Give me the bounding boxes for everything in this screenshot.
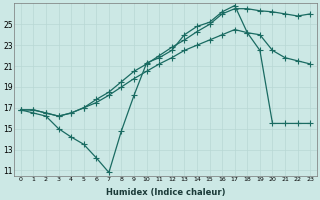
X-axis label: Humidex (Indice chaleur): Humidex (Indice chaleur): [106, 188, 225, 197]
